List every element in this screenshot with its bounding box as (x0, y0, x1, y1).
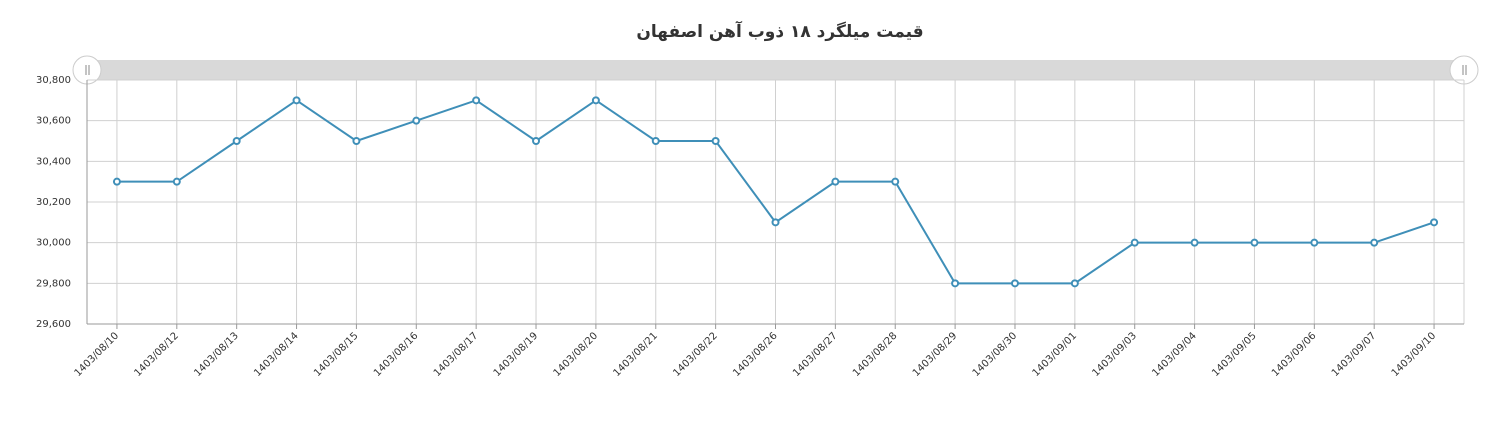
data-point (1310, 238, 1319, 247)
data-point (711, 137, 720, 145)
data-point (412, 116, 421, 125)
data-point (1370, 238, 1379, 247)
x-tick-label: 1403/08/14 (252, 330, 301, 379)
data-point (472, 96, 481, 105)
data-point (292, 96, 301, 105)
scrollbar[interactable] (87, 60, 1464, 80)
data-point (891, 177, 900, 186)
x-tick-label: 1403/09/07 (1330, 330, 1379, 379)
x-tick-label: 1403/08/17 (432, 330, 481, 379)
x-tick-label: 1403/08/16 (372, 330, 421, 379)
data-point (1130, 238, 1139, 247)
x-tick-label: 1403/09/01 (1031, 330, 1080, 379)
y-tick-label: 30,000 (36, 238, 71, 249)
x-tick-label: 1403/09/06 (1270, 330, 1319, 379)
x-tick-label: 1403/08/15 (312, 330, 361, 379)
x-tick-label: 1403/08/12 (133, 330, 182, 379)
data-point (112, 177, 121, 186)
x-tick-label: 1403/08/10 (73, 330, 122, 379)
data-point (352, 137, 361, 145)
y-tick-label: 29,800 (36, 278, 71, 289)
data-point (1070, 279, 1079, 288)
x-tick-label: 1403/09/03 (1090, 330, 1139, 379)
x-tick-label: 1403/08/20 (552, 330, 601, 379)
y-tick-label: 29,600 (36, 319, 71, 330)
x-tick-label: 1403/08/28 (851, 330, 900, 379)
data-point (1430, 218, 1439, 227)
y-tick-label: 30,400 (36, 156, 71, 167)
data-point (591, 96, 600, 105)
y-tick-label: 30,600 (36, 116, 71, 127)
data-point (172, 177, 181, 186)
y-tick-label: 30,800 (36, 75, 71, 86)
data-point (1250, 238, 1259, 247)
x-tick-label: 1403/08/22 (671, 330, 720, 379)
data-point (771, 218, 780, 227)
x-tick-label: 1403/08/29 (911, 330, 960, 379)
x-tick-label: 1403/08/21 (611, 330, 660, 379)
data-point (532, 137, 541, 145)
data-point (1190, 238, 1199, 247)
chart-title: قیمت میلگرد ۱۸ ذوب آهن اصفهان (636, 20, 923, 42)
y-tick-label: 30,200 (36, 197, 71, 208)
data-point (232, 137, 241, 145)
x-tick-label: 1403/09/04 (1150, 330, 1199, 379)
x-tick-label: 1403/08/27 (791, 330, 840, 379)
x-tick-label: 1403/09/05 (1210, 330, 1259, 379)
x-tick-label: 1403/08/30 (971, 330, 1020, 379)
data-point (831, 177, 840, 186)
x-tick-label: 1403/08/19 (492, 330, 541, 379)
data-point (951, 279, 960, 288)
data-point (651, 137, 660, 145)
x-tick-label: 1403/08/13 (192, 330, 241, 379)
x-tick-label: 1403/09/10 (1390, 330, 1439, 379)
x-tick-label: 1403/08/26 (731, 330, 780, 379)
data-point (1010, 279, 1019, 288)
